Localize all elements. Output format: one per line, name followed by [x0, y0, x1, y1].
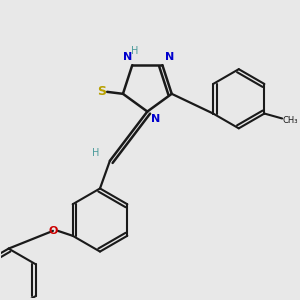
Text: N: N: [151, 114, 160, 124]
Text: O: O: [48, 226, 58, 236]
Text: N: N: [123, 52, 132, 62]
Text: S: S: [97, 85, 106, 98]
Text: N: N: [165, 52, 174, 62]
Text: H: H: [92, 148, 100, 158]
Text: CH₃: CH₃: [282, 116, 298, 125]
Text: H: H: [130, 46, 138, 56]
